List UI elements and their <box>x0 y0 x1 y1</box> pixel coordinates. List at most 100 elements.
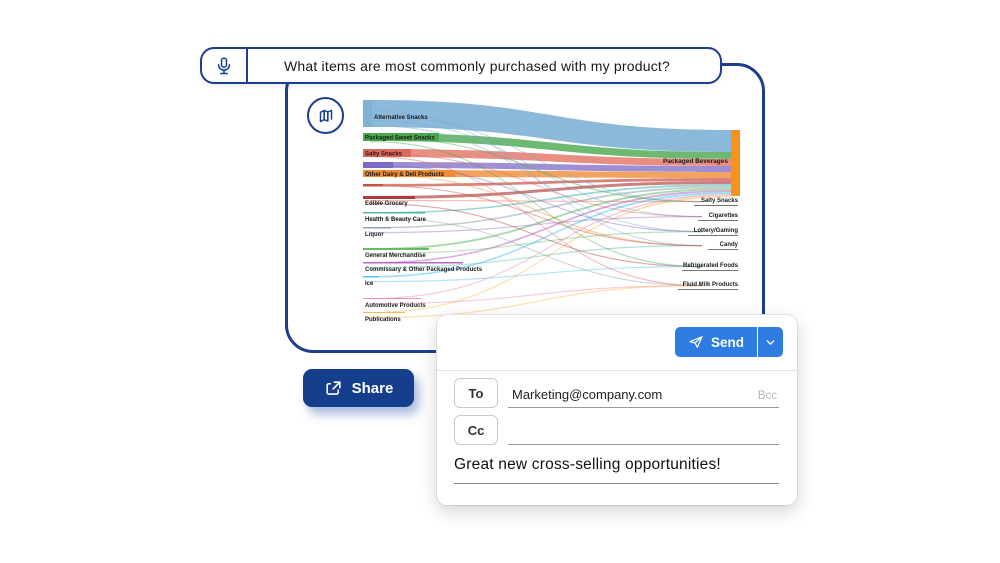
sankey-flow <box>370 200 702 203</box>
to-input[interactable]: Marketing@company.com Bcc <box>508 378 779 408</box>
sankey-flow <box>370 181 731 199</box>
to-value[interactable]: Marketing@company.com <box>512 387 663 402</box>
sankey-left-node <box>363 133 439 141</box>
sankey-left-label: Commissary & Other Packaged Products <box>365 267 483 273</box>
sankey-right-main-node <box>731 130 740 196</box>
sankey-left-node <box>363 276 379 278</box>
card-divider <box>437 370 797 371</box>
to-row: To Marketing@company.com Bcc <box>454 378 779 408</box>
sankey-flow <box>370 174 702 247</box>
sankey-right-label: Fluid Milk Products <box>683 282 739 288</box>
sankey-left-node <box>363 149 411 157</box>
email-compose-card: Send To Marketing@company.com Bcc Cc Gre… <box>437 315 797 505</box>
cc-input[interactable] <box>508 415 779 445</box>
sankey-left-node <box>363 298 421 299</box>
sankey-left-label: Edible Grocery <box>365 201 408 207</box>
sankey-flow <box>370 170 731 178</box>
sankey-flow <box>370 216 702 234</box>
paper-plane-icon <box>689 336 703 348</box>
sankey-flow <box>370 266 702 283</box>
sankey-right-underline <box>708 249 738 250</box>
sankey-flow <box>370 165 702 233</box>
sankey-flow <box>370 190 731 264</box>
sankey-right-underline <box>698 220 738 221</box>
share-icon <box>326 380 341 395</box>
sankey-flow <box>370 194 731 299</box>
sankey-flow <box>370 185 702 247</box>
sankey-flow <box>370 115 702 203</box>
sankey-left-label: Alternative Snacks <box>374 115 428 121</box>
sankey-chart: Alternative Snacks Packaged Sweet Snacks S… <box>363 100 740 323</box>
sankey-left-label: Other Dairy & Deli Products <box>365 172 445 178</box>
sankey-flow <box>370 153 702 218</box>
chevron-down-icon <box>766 339 775 345</box>
to-label-box: To <box>454 378 498 408</box>
sankey-left-node <box>363 196 415 199</box>
sankey-flow <box>370 195 731 313</box>
sankey-right-main-label: Packaged Beverages <box>663 158 728 165</box>
bcc-toggle[interactable]: Bcc <box>757 390 777 402</box>
sankey-left-label: Publications <box>365 317 401 323</box>
sankey-left-label: Liquor <box>365 232 384 238</box>
sankey-flow <box>370 188 731 250</box>
sankey-flow <box>370 137 702 203</box>
sankey-right-label: Salty Snacks <box>701 198 739 204</box>
sankey-left-label: Packaged Sweet Snacks <box>365 136 435 142</box>
sankey-flow <box>370 192 731 278</box>
sankey-flow <box>370 217 702 287</box>
send-label: Send <box>710 334 744 350</box>
sankey-flow <box>370 133 731 159</box>
sankey-flow <box>370 203 702 268</box>
sankey-left-label: Salty Snacks <box>365 152 403 158</box>
sankey-flow <box>370 156 702 287</box>
send-dropdown-button[interactable] <box>757 327 783 357</box>
mic-button[interactable] <box>202 49 248 82</box>
sankey-right-underline <box>688 235 738 236</box>
sankey-left-label: General Merchandise <box>365 253 426 259</box>
sankey-left-node <box>363 227 391 229</box>
sankey-flow <box>370 231 702 255</box>
cc-label-box: Cc <box>454 415 498 445</box>
sankey-right-underline <box>694 205 738 206</box>
sankey-flow <box>370 125 702 233</box>
sankey-flow <box>370 149 731 166</box>
sankey-left-label: Health & Beauty Care <box>365 217 427 223</box>
sankey-right-underline <box>678 289 738 290</box>
send-button-main[interactable]: Send <box>674 327 757 357</box>
share-label: Share <box>351 379 394 397</box>
sankey-left-label: Automotive Products <box>365 303 426 309</box>
sankey-flow <box>370 186 731 229</box>
report-badge <box>307 97 344 134</box>
query-bar[interactable]: What items are most commonly purchased w… <box>200 47 722 84</box>
sankey-flow <box>370 120 702 218</box>
sankey-left-node <box>363 184 383 187</box>
sankey-left-node <box>363 170 455 177</box>
send-button[interactable]: Send <box>674 327 783 357</box>
message-input[interactable]: Great new cross-selling opportunities! <box>454 456 779 484</box>
sankey-flow <box>370 285 702 305</box>
sankey-left-node <box>363 262 463 264</box>
sankey-left-node <box>363 248 429 250</box>
sankey-right-label: Refrigerated Foods <box>683 263 739 269</box>
sankey-left-label: Ice <box>365 281 374 287</box>
sankey-flow <box>370 141 702 268</box>
sankey-flow <box>370 162 731 172</box>
sankey-flow <box>370 100 731 152</box>
sankey-flow <box>370 178 731 187</box>
query-text[interactable]: What items are most commonly purchased w… <box>283 57 671 74</box>
cc-row: Cc <box>454 415 779 445</box>
sankey-right-underline <box>682 270 738 271</box>
sankey-left-node <box>363 212 425 214</box>
sankey-right-label: Cigarettes <box>709 213 739 219</box>
sankey-flow <box>370 245 702 269</box>
sankey-flow <box>370 184 731 214</box>
sankey-flow <box>370 110 702 247</box>
report-books-icon <box>319 109 332 122</box>
share-button[interactable]: Share <box>303 369 414 407</box>
sankey-flow <box>370 285 702 319</box>
sankey-left-node <box>363 312 405 313</box>
sankey-right-label: Candy <box>720 242 739 248</box>
microphone-icon <box>217 56 231 74</box>
sankey-right-label: Lottery/Gaming <box>694 228 739 234</box>
